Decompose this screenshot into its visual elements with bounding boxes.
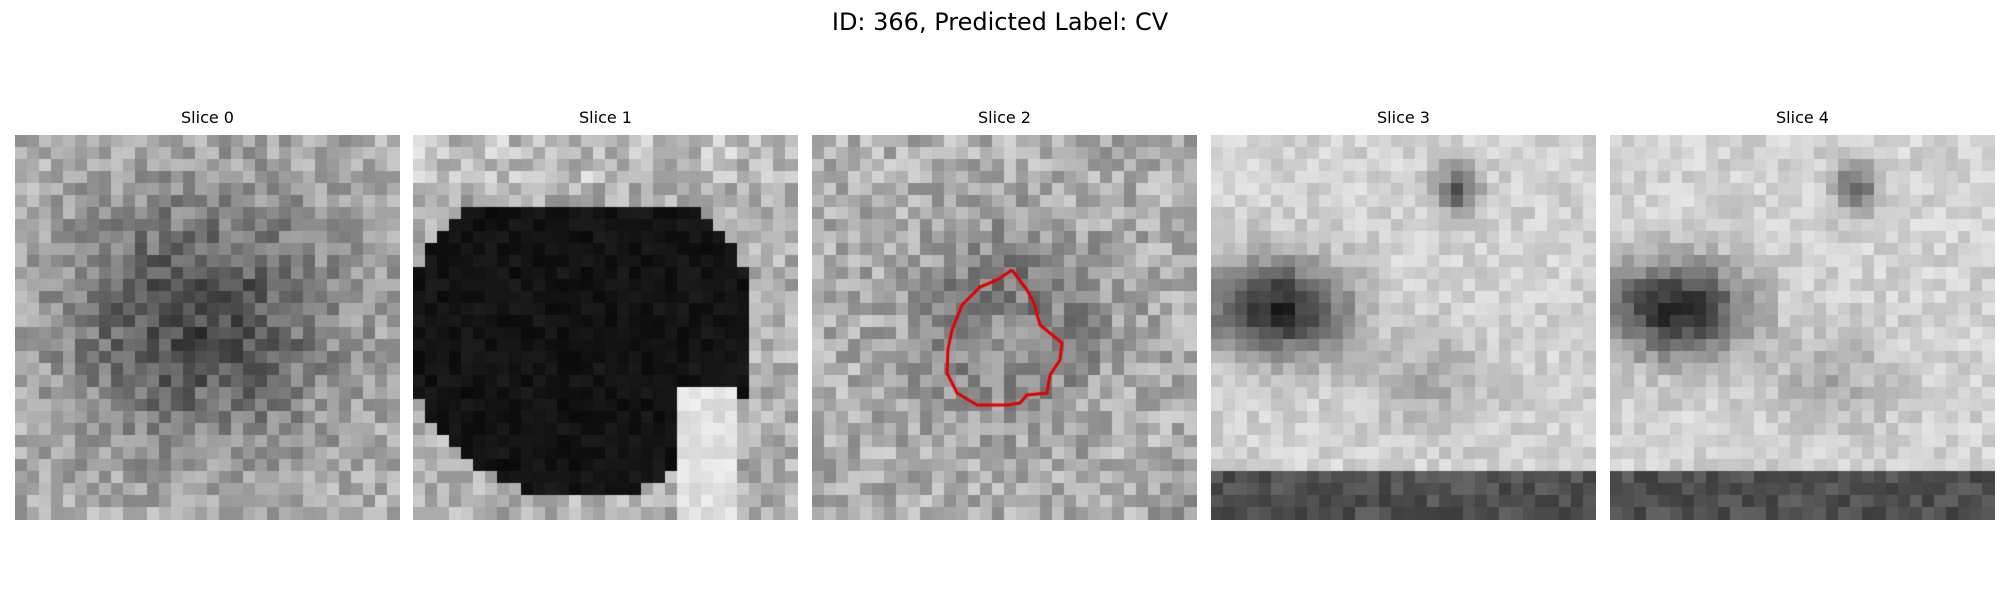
slice-title: Slice 1 bbox=[579, 108, 632, 127]
slice-image bbox=[1610, 135, 1995, 520]
slice-title: Slice 0 bbox=[181, 108, 234, 127]
slice-image bbox=[15, 135, 400, 520]
slice-image bbox=[812, 135, 1197, 520]
slice-image bbox=[1211, 135, 1596, 520]
slice-title: Slice 2 bbox=[978, 108, 1031, 127]
slice-image bbox=[413, 135, 798, 520]
figure-title: ID: 366, Predicted Label: CV bbox=[831, 8, 1169, 36]
slice-title: Slice 4 bbox=[1776, 108, 1829, 127]
slice-title: Slice 3 bbox=[1377, 108, 1430, 127]
